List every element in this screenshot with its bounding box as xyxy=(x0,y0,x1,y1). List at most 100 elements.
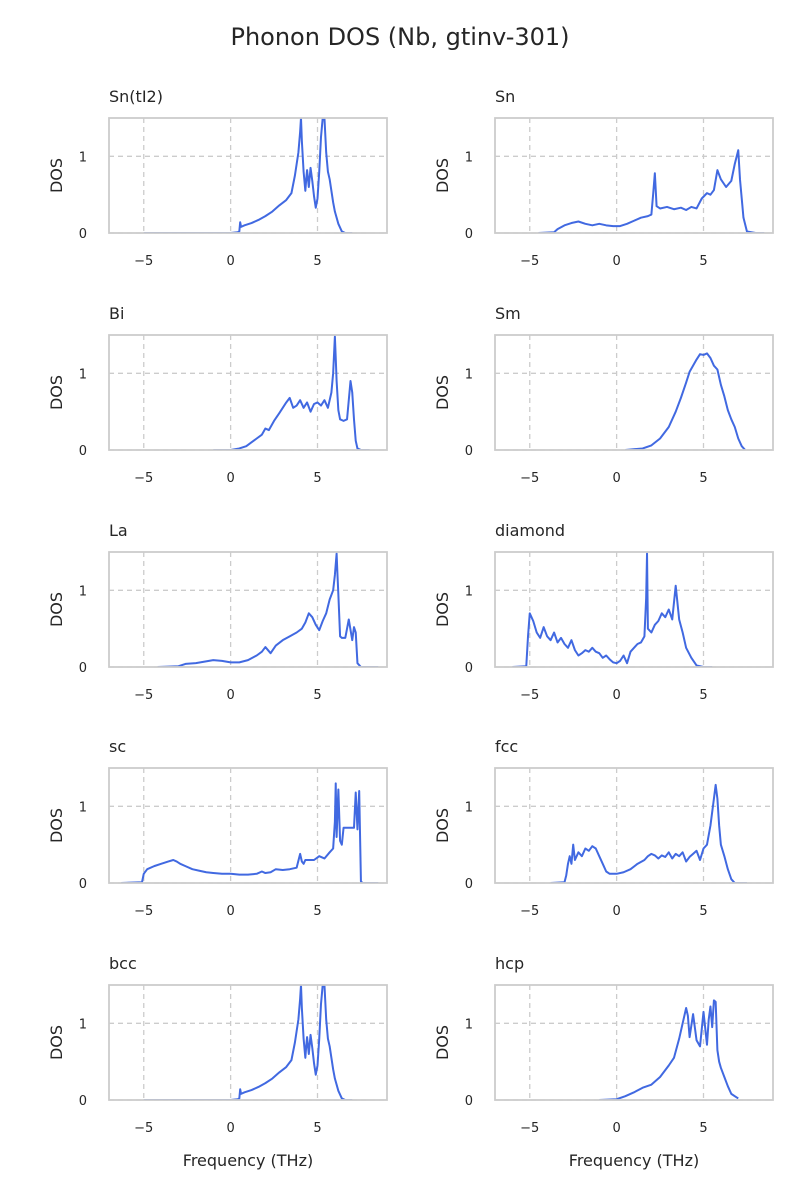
dos-line xyxy=(512,552,713,667)
x-tick-label: 5 xyxy=(699,1121,707,1136)
x-tick-label: 0 xyxy=(612,904,620,919)
x-tick-label: −5 xyxy=(520,904,539,919)
subplot-title: bcc xyxy=(109,954,137,973)
subplot-4: −5 0 5 0 1 Sm DOS xyxy=(433,304,774,486)
axes-frame xyxy=(108,334,388,451)
y-tick-label: 0 xyxy=(465,444,473,459)
subplot-5: −5 0 5 0 1 La DOS xyxy=(47,521,388,703)
y-tick-label: 1 xyxy=(79,584,87,599)
y-tick-label: 1 xyxy=(79,150,87,165)
x-tick-label: 5 xyxy=(313,254,321,269)
subplot-8: −5 0 5 0 1 fcc DOS xyxy=(433,737,774,919)
y-tick-label: 1 xyxy=(79,367,87,382)
y-tick-label: 1 xyxy=(465,1017,473,1032)
y-tick-label: 1 xyxy=(79,1017,87,1032)
x-tick-label: −5 xyxy=(134,254,153,269)
subplot-title: Sn xyxy=(495,87,515,106)
x-tick-label: −5 xyxy=(134,471,153,486)
x-tick-label: 5 xyxy=(313,904,321,919)
dos-line xyxy=(538,149,765,233)
axes-frame xyxy=(108,551,388,668)
x-tick-label: 0 xyxy=(612,471,620,486)
x-tick-label: −5 xyxy=(520,688,539,703)
x-tick-label: 0 xyxy=(226,471,234,486)
x-axis-label: Frequency (THz) xyxy=(569,1151,699,1170)
x-tick-label: 5 xyxy=(699,471,707,486)
axes-frame xyxy=(494,767,774,884)
y-tick-label: 0 xyxy=(465,877,473,892)
axes-frame xyxy=(494,551,774,668)
x-tick-label: 0 xyxy=(226,254,234,269)
axes-frame xyxy=(494,984,774,1101)
subplot-title: Sn(tI2) xyxy=(109,87,163,106)
y-tick-label: 0 xyxy=(465,661,473,676)
subplot-2: −5 0 5 0 1 Sn DOS xyxy=(433,87,774,269)
axes-frame xyxy=(108,767,388,884)
axes-frame xyxy=(108,984,388,1101)
x-tick-label: 5 xyxy=(313,1121,321,1136)
y-tick-label: 1 xyxy=(465,150,473,165)
dos-line xyxy=(157,552,379,667)
y-tick-label: 0 xyxy=(79,227,87,242)
figure-title: Phonon DOS (Nb, gtinv-301) xyxy=(230,23,569,51)
y-axis-label: DOS xyxy=(433,808,452,843)
dos-line xyxy=(550,783,747,883)
y-axis-label: DOS xyxy=(433,375,452,410)
y-axis-label: DOS xyxy=(433,592,452,627)
dos-line xyxy=(143,118,353,233)
subplot-6: −5 0 5 0 1 diamond DOS xyxy=(433,521,774,703)
subplot-10: −5 0 5 0 1 hcp DOS Frequency (THz) xyxy=(433,954,774,1170)
dos-line xyxy=(213,335,370,450)
axes-frame xyxy=(108,117,388,234)
y-tick-label: 0 xyxy=(465,227,473,242)
y-tick-label: 0 xyxy=(79,444,87,459)
y-tick-label: 0 xyxy=(79,877,87,892)
y-tick-label: 1 xyxy=(465,584,473,599)
subplot-1: −5 0 5 0 1 Sn(tI2) DOS xyxy=(47,87,388,269)
x-tick-label: −5 xyxy=(134,904,153,919)
subplot-7: −5 0 5 0 1 sc DOS xyxy=(47,737,388,919)
dos-line xyxy=(143,985,353,1100)
axes-frame xyxy=(494,117,774,234)
dos-line xyxy=(599,999,739,1100)
subplot-title: diamond xyxy=(495,521,565,540)
x-tick-label: 5 xyxy=(313,688,321,703)
x-tick-label: −5 xyxy=(134,1121,153,1136)
dos-line xyxy=(121,782,379,883)
x-tick-label: 5 xyxy=(699,254,707,269)
subplot-title: Bi xyxy=(109,304,124,323)
x-tick-label: 5 xyxy=(699,688,707,703)
y-axis-label: DOS xyxy=(47,1025,66,1060)
subplot-title: hcp xyxy=(495,954,524,973)
x-tick-label: 0 xyxy=(226,1121,234,1136)
x-tick-label: 5 xyxy=(699,904,707,919)
y-tick-label: 0 xyxy=(79,661,87,676)
x-tick-label: 0 xyxy=(612,254,620,269)
x-tick-label: 0 xyxy=(226,904,234,919)
x-tick-label: −5 xyxy=(134,688,153,703)
y-tick-label: 0 xyxy=(79,1094,87,1109)
x-tick-label: 0 xyxy=(226,688,234,703)
x-tick-label: −5 xyxy=(520,471,539,486)
y-tick-label: 1 xyxy=(79,800,87,815)
subplot-title: La xyxy=(109,521,128,540)
subplot-title: Sm xyxy=(495,304,521,323)
subplot-9: −5 0 5 0 1 bcc DOS Frequency (THz) xyxy=(47,954,388,1170)
axes-frame xyxy=(494,334,774,451)
x-tick-label: 0 xyxy=(612,1121,620,1136)
y-axis-label: DOS xyxy=(47,158,66,193)
subplot-title: fcc xyxy=(495,737,518,756)
y-axis-label: DOS xyxy=(47,808,66,843)
dos-line xyxy=(625,352,746,450)
x-tick-label: −5 xyxy=(520,254,539,269)
y-axis-label: DOS xyxy=(433,158,452,193)
y-tick-label: 0 xyxy=(465,1094,473,1109)
x-tick-label: 5 xyxy=(313,471,321,486)
y-axis-label: DOS xyxy=(433,1025,452,1060)
y-tick-label: 1 xyxy=(465,800,473,815)
y-axis-label: DOS xyxy=(47,592,66,627)
subplot-title: sc xyxy=(109,737,126,756)
y-tick-label: 1 xyxy=(465,367,473,382)
